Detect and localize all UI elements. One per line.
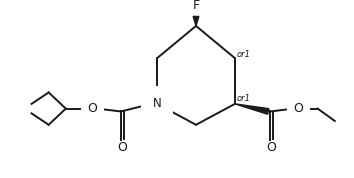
- Text: F: F: [193, 0, 200, 12]
- Text: or1: or1: [237, 94, 251, 103]
- Text: O: O: [294, 102, 304, 115]
- Text: O: O: [266, 141, 276, 154]
- Text: O: O: [87, 102, 97, 115]
- Text: O: O: [117, 141, 127, 154]
- Polygon shape: [235, 104, 269, 114]
- Text: or1: or1: [237, 50, 251, 59]
- Text: N: N: [153, 97, 161, 110]
- Polygon shape: [193, 16, 199, 26]
